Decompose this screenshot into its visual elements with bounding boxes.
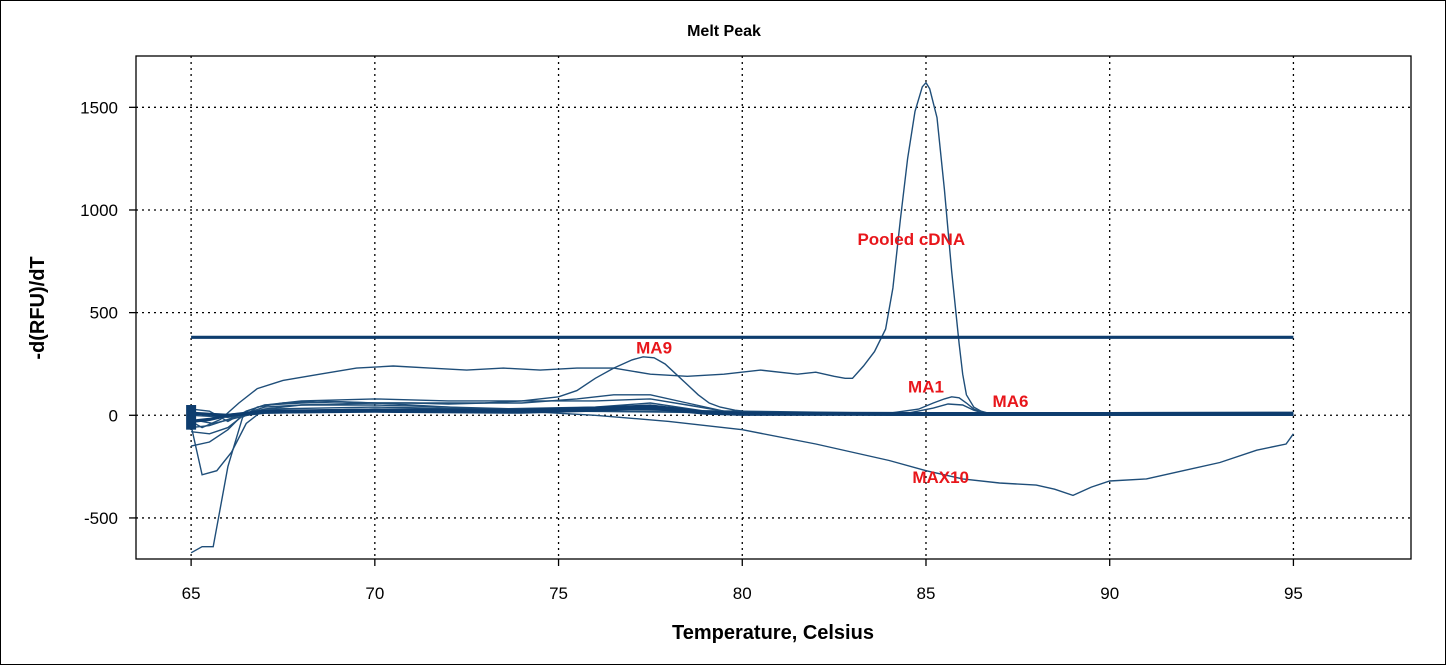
series-line-pooled-cdna bbox=[190, 81, 1294, 429]
x-tick-label: 70 bbox=[365, 584, 384, 603]
series-layer bbox=[186, 81, 1294, 554]
series-line-thick bbox=[191, 406, 1294, 417]
y-tick-label: 1500 bbox=[80, 98, 118, 117]
x-tick-label: 90 bbox=[1100, 584, 1119, 603]
plot-area bbox=[135, 55, 1412, 560]
chart-title: Melt Peak bbox=[687, 23, 761, 40]
annotation-label: MAX10 bbox=[912, 468, 969, 487]
x-axis-label: Temperature, Celsius bbox=[672, 622, 874, 644]
annotation-layer: Pooled cDNA MA9 MA1 MA6 MAX10 bbox=[636, 230, 1028, 487]
y-tick-label: 0 bbox=[109, 406, 118, 425]
x-tick-label: 95 bbox=[1284, 584, 1303, 603]
x-tick-label: 65 bbox=[182, 584, 201, 603]
y-axis-label: -d(RFU)/dT bbox=[27, 256, 49, 359]
annotation-label: MA1 bbox=[908, 378, 944, 397]
x-tick-label: 85 bbox=[917, 584, 936, 603]
y-tick-label: -500 bbox=[84, 509, 118, 528]
axis-layer: 65 70 75 80 85 90 95 -500 0 500 1000 1500 bbox=[80, 98, 1303, 603]
y-tick-label: 500 bbox=[90, 304, 118, 323]
x-tick-label: 75 bbox=[549, 584, 568, 603]
x-tick-label: 80 bbox=[733, 584, 752, 603]
start-cluster-mark bbox=[186, 405, 197, 430]
annotation-label: Pooled cDNA bbox=[857, 230, 965, 249]
y-tick-label: 1000 bbox=[80, 201, 118, 220]
annotation-label: MA9 bbox=[636, 339, 672, 358]
annotation-label: MA6 bbox=[993, 392, 1029, 411]
